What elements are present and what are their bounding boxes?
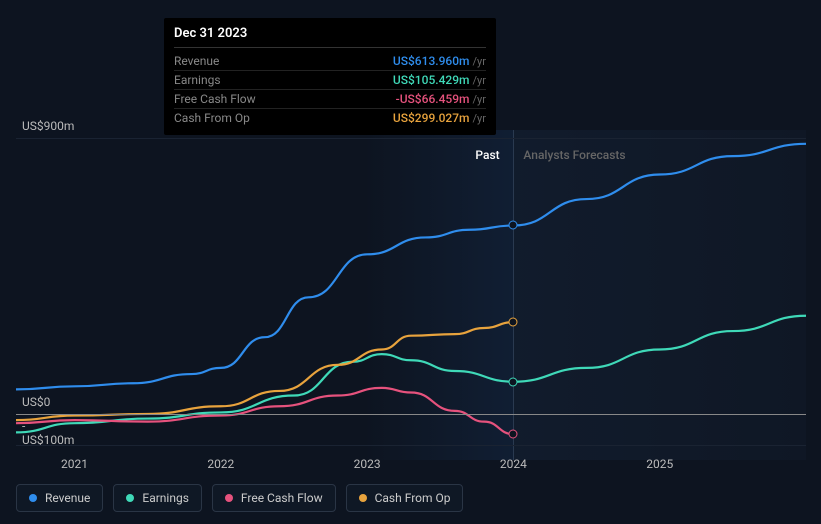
grid-line — [16, 445, 806, 446]
tooltip-row: Earnings US$105.429m/yr — [174, 71, 486, 90]
chart-legend: Revenue Earnings Free Cash Flow Cash From O… — [16, 484, 463, 512]
chart-lines-svg — [16, 130, 806, 460]
grid-line — [16, 138, 806, 139]
x-axis-label: 2023 — [354, 457, 381, 471]
tooltip-metric-unit: /yr — [473, 74, 486, 87]
legend-item[interactable]: Earnings — [113, 484, 202, 512]
tooltip-row: Revenue US$613.960m/yr — [174, 52, 486, 71]
x-axis-label: 2021 — [61, 457, 88, 471]
legend-label: Earnings — [142, 491, 189, 505]
past-section-label: Past — [475, 148, 499, 162]
forecast-section-label: Analysts Forecasts — [523, 148, 625, 162]
tooltip-metric-unit: /yr — [473, 112, 486, 125]
tooltip-metric-unit: /yr — [473, 93, 486, 106]
tooltip-metric-label: Earnings — [174, 73, 221, 87]
legend-item[interactable]: Revenue — [16, 484, 103, 512]
zero-axis-line — [16, 414, 806, 415]
series-line — [16, 144, 806, 390]
legend-color-dot — [359, 494, 367, 502]
chart-tooltip: Dec 31 2023 RevenueUS$613.960m/yrEarning… — [164, 18, 496, 135]
tooltip-metric-label: Revenue — [174, 54, 219, 68]
legend-label: Cash From Op — [375, 491, 451, 505]
legend-color-dot — [126, 494, 134, 502]
legend-color-dot — [225, 494, 233, 502]
series-marker-dot — [509, 430, 518, 439]
series-line — [16, 388, 513, 434]
legend-item[interactable]: Free Cash Flow — [212, 484, 336, 512]
series-marker-dot — [509, 377, 518, 386]
tooltip-metric-value: US$613.960m — [393, 54, 470, 68]
series-marker-dot — [509, 221, 518, 230]
legend-label: Revenue — [45, 491, 90, 505]
legend-label: Free Cash Flow — [241, 491, 323, 505]
tooltip-row: Cash From Op US$299.027m/yr — [174, 109, 486, 127]
x-axis-label: 2025 — [646, 457, 673, 471]
x-axis-label: 2022 — [207, 457, 234, 471]
tooltip-metric-label: Cash From Op — [174, 111, 250, 125]
legend-color-dot — [29, 494, 37, 502]
series-marker-dot — [509, 318, 518, 327]
tooltip-metric-value: -US$66.459m — [396, 92, 470, 106]
tooltip-metric-label: Free Cash Flow — [174, 92, 256, 106]
tooltip-metric-value: US$299.027m — [393, 111, 470, 125]
tooltip-date: Dec 31 2023 — [174, 26, 486, 48]
legend-item[interactable]: Cash From Op — [346, 484, 464, 512]
tooltip-metric-unit: /yr — [473, 55, 486, 68]
tooltip-metric-value: US$105.429m — [393, 73, 470, 87]
financials-line-chart: US$900mUS$0-US$100m — [16, 130, 806, 460]
tooltip-row: Free Cash Flow -US$66.459m/yr — [174, 90, 486, 109]
x-axis-label: 2024 — [500, 457, 527, 471]
